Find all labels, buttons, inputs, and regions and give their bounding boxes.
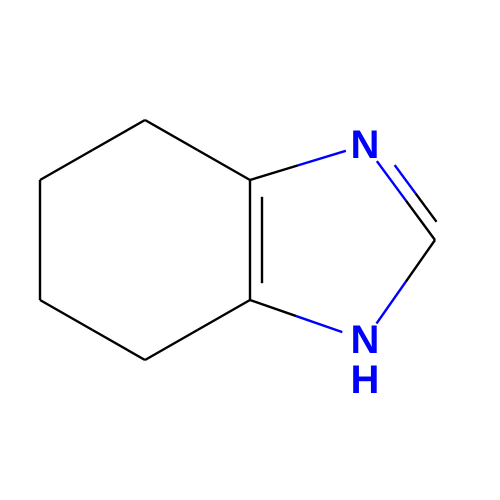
molecule-canvas: NHN [0, 0, 500, 500]
atom-label-n: N [351, 123, 380, 167]
bond-segment [40, 300, 93, 330]
bond-segment [298, 151, 346, 166]
bond-segment [406, 201, 435, 240]
atom-label-n: N [351, 318, 380, 362]
bond-segment [198, 150, 251, 180]
bond-segment [93, 120, 146, 150]
bond-segment [93, 330, 146, 360]
bond-segment [145, 120, 198, 150]
bond-segment [40, 150, 93, 180]
atom-label-h: H [351, 358, 380, 402]
bond-segment [376, 282, 405, 324]
bond-segment [250, 165, 298, 180]
bond-segment [406, 240, 435, 282]
bond-segment [377, 161, 406, 200]
bond-segment [296, 316, 342, 332]
bond-segment [250, 300, 296, 316]
bond-segment [198, 300, 251, 330]
bond-segment [145, 330, 198, 360]
